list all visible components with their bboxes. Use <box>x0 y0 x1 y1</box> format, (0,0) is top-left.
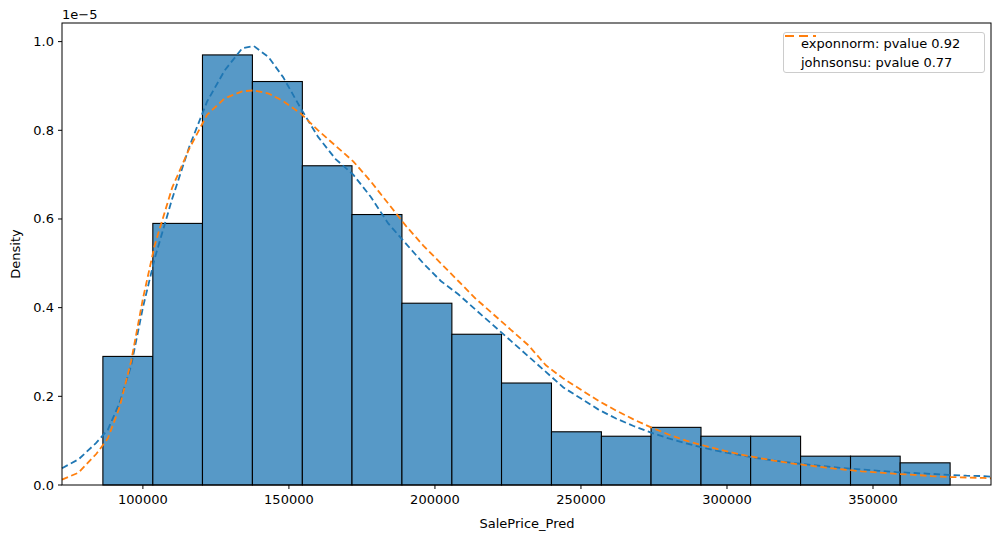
y-axis-offset-label: 1e−5 <box>62 7 97 22</box>
legend-label-exponnorm: exponnorm: pvalue 0.92 <box>801 36 960 51</box>
histogram-bar <box>601 436 651 485</box>
y-tick-label: 0.2 <box>33 389 54 404</box>
histogram-bar <box>352 215 402 485</box>
histogram-bar <box>153 223 203 485</box>
histogram-bar <box>701 436 751 485</box>
x-axis-label: SalePrice_Pred <box>480 516 575 531</box>
legend-item-exponnorm: exponnorm: pvalue 0.92 <box>793 34 984 52</box>
histogram-bar <box>452 334 502 485</box>
x-tick-label: 350000 <box>848 492 898 507</box>
histogram-bar <box>103 356 153 485</box>
x-tick-label: 200000 <box>410 492 460 507</box>
histogram-bar <box>801 456 851 485</box>
histogram-bar <box>402 303 452 485</box>
legend: exponnorm: pvalue 0.92 johnsonsu: pvalue… <box>783 32 985 73</box>
legend-item-johnsonsu: johnsonsu: pvalue 0.77 <box>793 53 984 71</box>
y-tick-label: 1.0 <box>33 34 54 49</box>
y-axis-label: Density <box>8 229 23 278</box>
y-tick-label: 0.4 <box>33 300 54 315</box>
figure: 100000 150000 200000 250000 300000 350000 0.0 0… <box>0 0 1001 540</box>
histogram-bar <box>252 82 302 485</box>
histogram-bar <box>302 166 352 485</box>
x-tick-label: 300000 <box>702 492 752 507</box>
x-tick-label: 100000 <box>118 492 168 507</box>
y-tick-label: 0.6 <box>33 211 54 226</box>
histogram-bar <box>502 383 552 485</box>
histogram-plot: 100000 150000 200000 250000 300000 350000 0.0 0… <box>0 0 1001 540</box>
y-tick-label: 0.0 <box>33 478 54 493</box>
x-tick-label: 150000 <box>264 492 314 507</box>
histogram-bar <box>202 55 252 485</box>
johnsonsu-dashed-line-icon <box>784 33 817 39</box>
y-tick-label: 0.8 <box>33 123 54 138</box>
histogram-bar <box>551 432 601 485</box>
x-tick-label: 250000 <box>556 492 606 507</box>
legend-label-johnsonsu: johnsonsu: pvalue 0.77 <box>801 55 952 70</box>
